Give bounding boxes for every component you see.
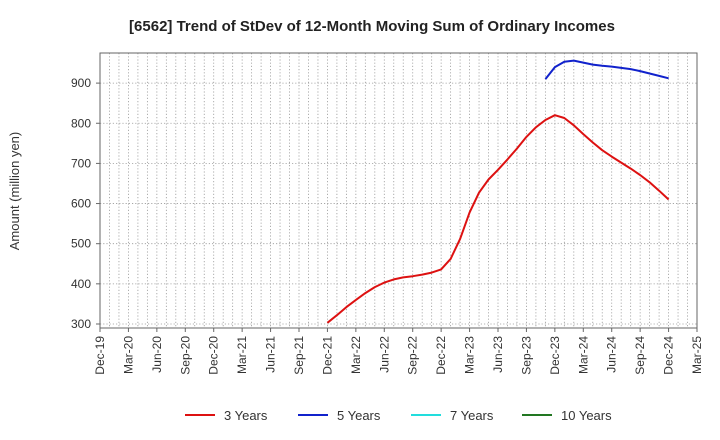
series-line-3-years [326,114,670,324]
legend-item-3-years: 3 Years [185,408,268,423]
x-tick-label: Mar-22 [349,336,363,374]
x-tick-label: Mar-20 [121,336,135,374]
y-tick-label: 500 [71,237,91,251]
x-tick-label: Mar-25 [690,336,704,374]
x-tick-label: Sep-20 [178,336,192,375]
x-tick-label: Dec-21 [320,336,334,375]
x-tick-label: Sep-24 [633,336,647,375]
x-tick-label: Jun-22 [377,336,391,373]
series-line-5-years [544,59,669,80]
x-tick-label: Sep-21 [292,336,306,375]
x-tick-label: Dec-22 [434,336,448,375]
legend-label: 10 Years [561,408,612,423]
x-tick-label: Mar-21 [235,336,249,374]
plot-background [100,53,697,328]
x-tick-label: Dec-20 [207,336,221,375]
legend-label: 7 Years [450,408,494,423]
x-tick-label: Sep-23 [519,336,533,375]
y-tick-label: 700 [71,156,91,170]
plot-border [99,52,698,329]
x-tick-label: Mar-23 [463,336,477,374]
series-lines [326,59,670,324]
y-tick-label: 800 [71,116,91,130]
x-tick-label: Dec-19 [93,336,107,375]
legend-item-5-years: 5 Years [298,408,381,423]
legend-item-10-years: 10 Years [522,408,612,423]
chart-title: [6562] Trend of StDev of 12-Month Moving… [129,18,615,35]
x-axis-ticks: Dec-19 Mar-20 Jun-20 Sep-20 Dec-20 Mar-21 Jun-… [93,328,704,375]
y-tick-label: 300 [71,317,91,331]
x-tick-label: Jun-24 [605,336,619,373]
x-tick-label: Dec-24 [662,336,676,375]
x-tick-label: Dec-23 [548,336,562,375]
grid-lines [100,53,697,328]
x-tick-label: Jun-23 [491,336,505,373]
y-axis-label: Amount (million yen) [7,132,22,251]
legend-label: 5 Years [337,408,381,423]
legend-item-7-years: 7 Years [411,408,494,423]
legend-label: 3 Years [224,408,268,423]
x-tick-label: Mar-24 [576,336,590,374]
plot-area [100,53,697,328]
x-tick-label: Sep-22 [406,336,420,375]
x-tick-label: Jun-20 [150,336,164,373]
y-tick-label: 900 [71,76,91,90]
y-tick-label: 600 [71,197,91,211]
x-tick-label: Jun-21 [264,336,278,373]
plot-frame [99,52,698,329]
y-tick-label: 400 [71,277,91,291]
legend: 3 Years 5 Years 7 Years 10 Years [185,408,612,423]
y-axis-ticks: 300 400 500 600 700 800 900 [71,76,100,331]
